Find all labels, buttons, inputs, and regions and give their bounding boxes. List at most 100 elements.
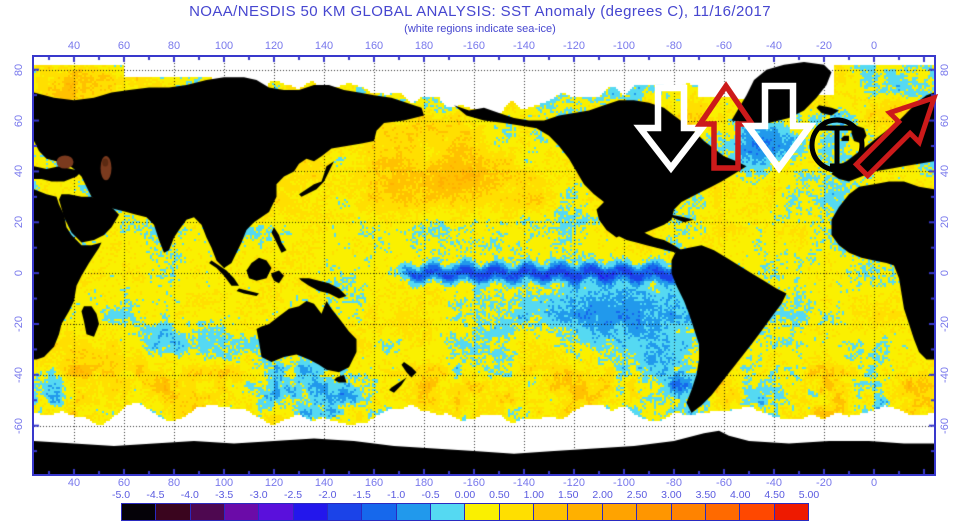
left-latitude-axis: 80 60 40 20 0 -20 -40 -60 [0, 57, 34, 474]
lon-tick--140: -140 [512, 40, 536, 52]
page-subtitle: (white regions indicate sea-ice) [404, 23, 556, 35]
lon-tick--160: -160 [462, 477, 486, 489]
colorbar-cell-14 [602, 504, 638, 520]
lon-tick-180: 180 [414, 477, 434, 489]
top-longitude-axis: 40 60 80 100 120 140 160 180 -160 -140 -120 -100 -80… [34, 40, 934, 54]
colorbar-cell-12 [534, 504, 569, 520]
lon-tick-120: 120 [264, 40, 284, 52]
lon-tick-80: 80 [167, 477, 181, 489]
lat-tick--20: -20 [13, 316, 25, 332]
lon-tick-100: 100 [214, 40, 234, 52]
lon-tick-80: 80 [167, 40, 181, 52]
lat-tick--20: -20 [939, 316, 951, 332]
colorbar-cell-11 [499, 504, 535, 520]
colorbar-cell-19 [774, 504, 808, 520]
colorbar-label-5.00: 5.00 [798, 489, 820, 501]
lat-tick-0: 0 [13, 270, 25, 277]
lon-tick-120: 120 [264, 477, 284, 489]
lat-tick-40: 40 [939, 165, 951, 178]
lat-tick--60: -60 [939, 417, 951, 434]
colorbar-cell-13 [568, 504, 603, 520]
lat-tick-40: 40 [13, 165, 25, 178]
colorbar-label--2.5: -2.5 [283, 489, 303, 501]
lat-tick-20: 20 [939, 216, 951, 229]
lat-tick-20: 20 [13, 216, 25, 229]
lon-tick--80: -80 [666, 40, 682, 52]
lat-tick-80: 80 [939, 63, 951, 76]
lon-tick-60: 60 [117, 40, 131, 52]
lat-tick-80: 80 [13, 63, 25, 76]
sst-anomaly-raster [34, 57, 934, 474]
colorbar-cell-10 [465, 504, 500, 520]
colorbar-cell-0 [122, 504, 157, 520]
colorbar-cell-6 [328, 504, 363, 520]
colorbar-label-1.00: 1.00 [523, 489, 545, 501]
colorbar-label--4.5: -4.5 [146, 489, 165, 501]
lon-tick--40: -40 [766, 40, 782, 52]
colorbar-label--4.0: -4.0 [180, 489, 199, 501]
lon-tick--100: -100 [612, 40, 636, 52]
colorbar-scale-labels: -5.0 -4.5 -4.0 -3.5 -3.0 -2.5 -2.0 -1.5 -1.0 -0.5… [112, 489, 819, 502]
lon-tick-40: 40 [67, 40, 81, 52]
right-latitude-axis: 80 60 40 20 0 -20 -40 -60 [934, 57, 960, 474]
colorbar-cell-16 [671, 504, 706, 520]
colorbar-cell-15 [637, 504, 672, 520]
lon-tick--100: -100 [612, 477, 636, 489]
colorbar [121, 503, 809, 521]
lon-tick--120: -120 [562, 477, 586, 489]
colorbar-label--1.0: -1.0 [387, 489, 406, 501]
lat-tick--40: -40 [13, 366, 25, 383]
colorbar-cell-2 [190, 504, 226, 520]
colorbar-label-2.00: 2.00 [592, 489, 613, 501]
lon-tick-60: 60 [117, 477, 131, 489]
lon-tick--20: -20 [816, 477, 832, 489]
colorbar-label-0.00: 0.00 [454, 489, 476, 501]
page-title: NOAA/NESDIS 50 KM GLOBAL ANALYSIS: SST A… [189, 3, 771, 20]
colorbar-cell-17 [705, 504, 741, 520]
colorbar-label-2.50: 2.50 [626, 489, 648, 501]
lon-tick--160: -160 [462, 40, 486, 52]
colorbar-label-3.00: 3.00 [661, 489, 682, 501]
colorbar-cell-3 [225, 504, 260, 520]
lon-tick-40: 40 [67, 477, 81, 489]
lat-tick--60: -60 [13, 417, 25, 434]
colorbar-label--2.0: -2.0 [318, 489, 337, 501]
colorbar-label--3.0: -3.0 [249, 489, 268, 501]
lat-tick-0: 0 [939, 270, 951, 277]
lon-tick--60: -60 [716, 40, 732, 52]
lat-tick-60: 60 [13, 114, 25, 127]
lon-tick--40: -40 [766, 477, 782, 489]
colorbar-cell-1 [156, 504, 191, 520]
lon-tick-180: 180 [414, 40, 434, 52]
lon-tick-140: 140 [314, 40, 334, 52]
lon-tick-160: 160 [364, 477, 384, 489]
colorbar-label--1.5: -1.5 [352, 489, 371, 501]
colorbar-label-1.50: 1.50 [557, 489, 579, 501]
lon-tick--60: -60 [716, 477, 732, 489]
colorbar-label-3.50: 3.50 [695, 489, 717, 501]
lat-tick-60: 60 [939, 114, 951, 127]
lon-tick-160: 160 [364, 40, 384, 52]
colorbar-cell-7 [362, 504, 397, 520]
colorbar-label-0.50: 0.50 [489, 489, 510, 501]
lon-tick-100: 100 [214, 477, 234, 489]
colorbar-cell-8 [396, 504, 432, 520]
lon-tick--80: -80 [666, 477, 682, 489]
lon-tick-140: 140 [314, 477, 334, 489]
lon-tick-0: 0 [870, 40, 878, 52]
lon-tick--120: -120 [562, 40, 586, 52]
colorbar-label--0.5: -0.5 [421, 489, 440, 501]
map-frame [32, 55, 936, 476]
lon-tick--140: -140 [512, 477, 536, 489]
colorbar-label--3.5: -3.5 [215, 489, 234, 501]
colorbar-label-4.00: 4.00 [729, 489, 751, 501]
colorbar-cell-4 [259, 504, 294, 520]
colorbar-cell-9 [431, 504, 466, 520]
colorbar-label-4.50: 4.50 [764, 489, 785, 501]
colorbar-label--5.0: -5.0 [111, 489, 131, 501]
lat-tick--40: -40 [939, 366, 951, 383]
lon-tick-0: 0 [870, 477, 878, 489]
colorbar-cell-5 [293, 504, 329, 520]
colorbar-cell-18 [740, 504, 775, 520]
